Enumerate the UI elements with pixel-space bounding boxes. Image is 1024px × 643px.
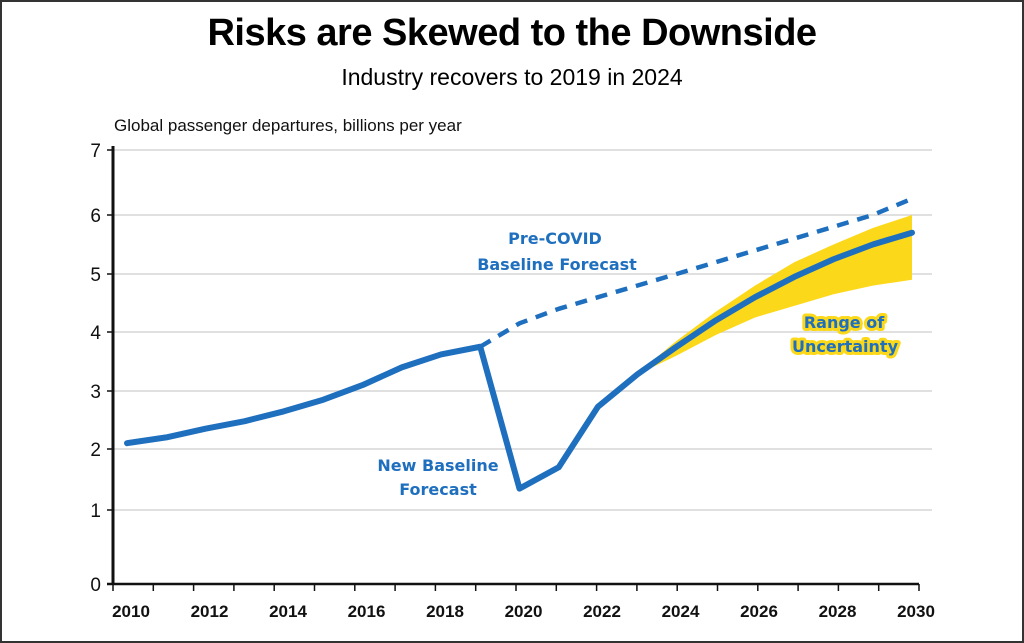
x-tick-label-2022: 2022 xyxy=(583,602,621,621)
annotation-pre-covid-line1: Pre-COVID xyxy=(508,229,602,248)
x-tick-label-2014: 2014 xyxy=(269,602,307,621)
annotation-new-baseline-line1: New Baseline xyxy=(377,456,498,475)
series-line-pre-covid xyxy=(479,196,913,349)
y-tick-label: 4 xyxy=(90,323,101,344)
y-tick-label: 7 xyxy=(90,141,101,162)
x-tick-label-2018: 2018 xyxy=(426,602,464,621)
y-tick-label: 2 xyxy=(90,440,101,461)
x-tick-label-2012: 2012 xyxy=(191,602,229,621)
annotation-range-line2: Uncertainty xyxy=(792,337,899,356)
y-tick-label: 0 xyxy=(90,575,101,596)
x-tick-label-2028: 2028 xyxy=(819,602,857,621)
annotation-pre-covid-line2: Baseline Forecast xyxy=(477,255,637,274)
gridlines xyxy=(113,149,932,511)
y-tick-label: 6 xyxy=(90,206,101,227)
chart-subtitle: Industry recovers to 2019 in 2024 xyxy=(341,64,683,90)
x-tick-label-2030: 2030 xyxy=(897,602,935,621)
x-tick-label-2026: 2026 xyxy=(740,602,778,621)
annotation-range-line1: Range of xyxy=(804,313,885,332)
x-tick-label-2024: 2024 xyxy=(662,602,700,621)
x-tick-label-2020: 2020 xyxy=(505,602,543,621)
y-axis-label: Global passenger departures, billions pe… xyxy=(114,116,462,135)
x-tick-label-2016: 2016 xyxy=(348,602,386,621)
y-tick-label: 1 xyxy=(90,501,101,522)
series-lines xyxy=(124,196,915,492)
y-tick-label: 5 xyxy=(90,265,101,286)
axes: 0 1 2 3 4 5 6 7 2010 2012 2014 2016 2018 2020 2022 2024… xyxy=(90,141,934,621)
annotations: Pre-COVID Baseline Forecast New Baseline… xyxy=(377,229,901,499)
chart-title: Risks are Skewed to the Downside xyxy=(207,12,817,54)
y-tick-label: 3 xyxy=(90,382,101,403)
annotation-new-baseline-line2: Forecast xyxy=(399,480,477,499)
x-tick-label-2010: 2010 xyxy=(112,602,150,621)
